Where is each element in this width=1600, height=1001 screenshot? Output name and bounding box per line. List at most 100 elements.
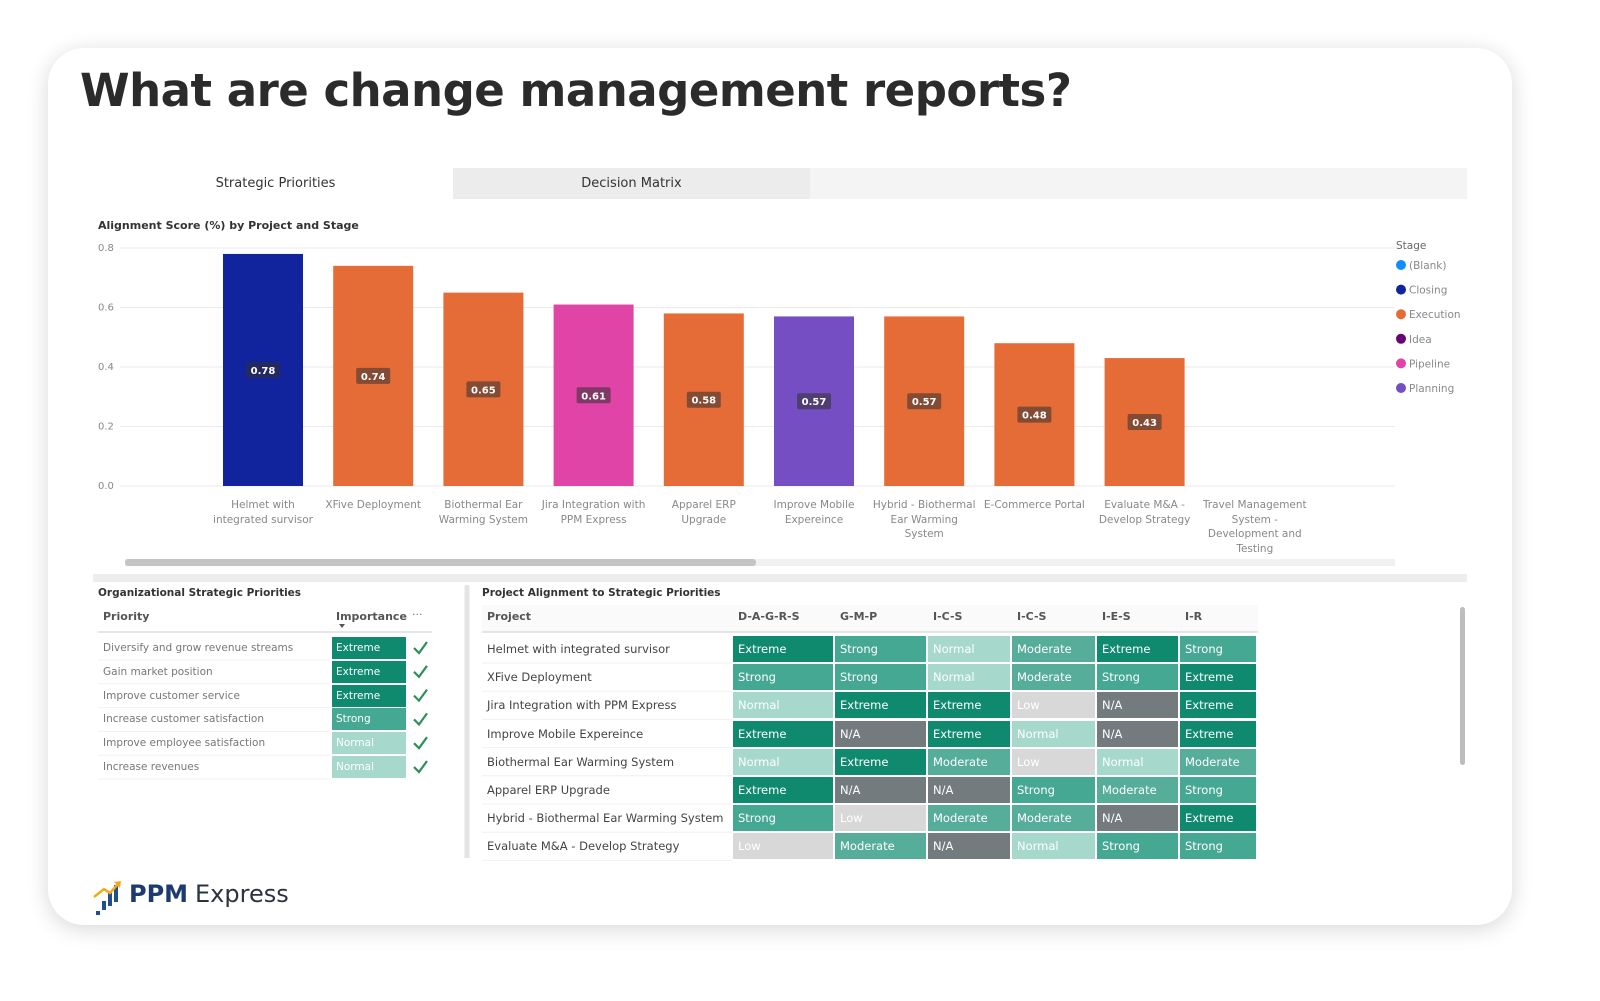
value-label-bg [907,393,942,410]
section-divider [93,574,1467,582]
column-header: I-R [1185,610,1203,623]
brand-name: Express [195,880,289,908]
logo-bar [102,901,106,910]
y-tick-label: 0.8 [98,243,114,254]
value-label-bg [797,393,831,410]
alignment-cell: N/A [928,833,1010,860]
alignment-cell: Normal [733,748,833,775]
y-tick-label: 0.2 [98,422,114,433]
alignment-cell: Normal [1097,748,1178,775]
alignment-cell: Extreme [1180,805,1256,832]
alignment-cell: Low [835,805,926,832]
alignment-cell: N/A [835,720,926,747]
alignment-cell: Extreme [1180,692,1256,719]
alignment-cell: Extreme [733,777,833,803]
alignment-cell: Moderate [928,748,1010,775]
legend-swatch [1396,260,1406,270]
table-title: Organizational Strategic Priorities [98,587,302,599]
tab[interactable]: Decision Matrix [581,176,682,191]
x-tick-label: Biothermal Ear Warming System [438,499,529,526]
project-name: Improve Mobile Expereince [487,726,644,741]
brand-name: PPM [129,880,189,908]
value-label: 0.78 [251,366,276,377]
value-label-bg [356,367,391,384]
value-label: 0.43 [1132,418,1157,429]
project-name: Jira Integration with PPM Express [487,698,677,713]
alignment-cell: Normal [1012,720,1095,747]
check-icon [413,712,428,727]
project-name: Biothermal Ear Warming System [487,754,675,769]
logo-bar [108,893,112,906]
column-header: I-C-S [933,610,963,623]
legend-label: Planning [1409,383,1454,395]
chart-title: Alignment Score (%) by Project and Stage [98,219,359,232]
x-tick-label: Jira Integration with PPM Express [541,499,646,526]
project-name: Evaluate M&A - Develop Strategy [487,839,680,854]
alignment-cell: Moderate [1012,805,1095,832]
alignment-cell: Extreme [835,692,926,719]
project-name: Helmet with integrated survisor [487,642,670,656]
legend-title: Stage [1396,240,1426,252]
alignment-cell: Moderate [928,805,1010,832]
importance-cell: Extreme [332,684,406,707]
logo-arrowhead [114,881,121,888]
alignment-cell: Strong [1097,833,1178,860]
alignment-cell: Moderate [1012,664,1095,691]
alignment-cell: N/A [835,777,926,803]
legend-swatch [1396,383,1406,393]
alignment-cell: Normal [1012,833,1095,860]
column-header: I-E-S [1102,610,1131,623]
x-tick-label: XFive Deployment [325,499,421,511]
alignment-cell: N/A [1097,805,1178,832]
legend-swatch [1396,358,1406,369]
project-name: XFive Deployment [487,670,592,685]
alignment-cell: Strong [1180,777,1256,803]
x-tick-label: Helmet with integrated survisor [213,499,313,526]
x-tick-label: Improve Mobile Expereince [773,499,855,526]
scroll-thumb [125,559,756,566]
table-title: Project Alignment to Strategic Prioritie… [482,587,721,599]
logo-arrow [93,883,119,898]
project-name: Apparel ERP Upgrade [487,783,610,797]
alignment-cell: Moderate [835,833,926,860]
alignment-cell: Low [1012,748,1095,775]
alignment-cell: Extreme [928,692,1010,719]
alignment-cell: Strong [835,636,926,662]
alignment-cell: Strong [835,664,926,691]
check-icon [413,665,428,679]
check-icon [413,641,428,655]
scroll-track [125,559,1395,566]
column-header: ··· [412,608,423,621]
x-tick-label: Travel Management System - Development a… [1202,499,1307,555]
value-label: 0.48 [1022,411,1047,422]
tab[interactable]: Strategic Priorities [215,176,336,191]
column-header: Priority [103,610,150,623]
column-header: D-A-G-R-S [738,610,800,623]
header-bg [482,605,1258,632]
alignment-cell: Extreme [733,720,833,747]
value-label-bg [466,381,501,398]
alignment-cell: Moderate [1012,636,1095,662]
legend-label: Closing [1409,285,1447,297]
priority-name: Improve customer service [103,689,240,702]
alignment-cell: N/A [1097,720,1178,747]
alignment-cell: Strong [733,805,833,832]
alignment-cell: Normal [733,692,833,719]
priority-name: Increase revenues [103,761,200,773]
alignment-cell: N/A [1097,692,1178,719]
alignment-cell: Strong [1180,636,1256,662]
column-header: Importance [336,610,407,623]
value-label: 0.58 [691,396,716,407]
alignment-cell: Strong [1180,833,1256,860]
alignment-cell: Strong [733,664,833,691]
priority-name: Increase customer satisfaction [103,713,264,726]
alignment-cell: Low [1012,692,1095,719]
alignment-cell: Strong [1012,777,1095,803]
column-header: I-C-S [1017,610,1047,623]
importance-cell: Strong [332,708,406,731]
alignment-cell: Extreme [1180,720,1256,747]
value-label: 0.65 [471,385,496,396]
x-tick-label: Evaluate M&A - Develop Strategy [1098,499,1191,526]
x-tick-label: Hybrid - Biothermal Ear Warming System [872,499,976,540]
